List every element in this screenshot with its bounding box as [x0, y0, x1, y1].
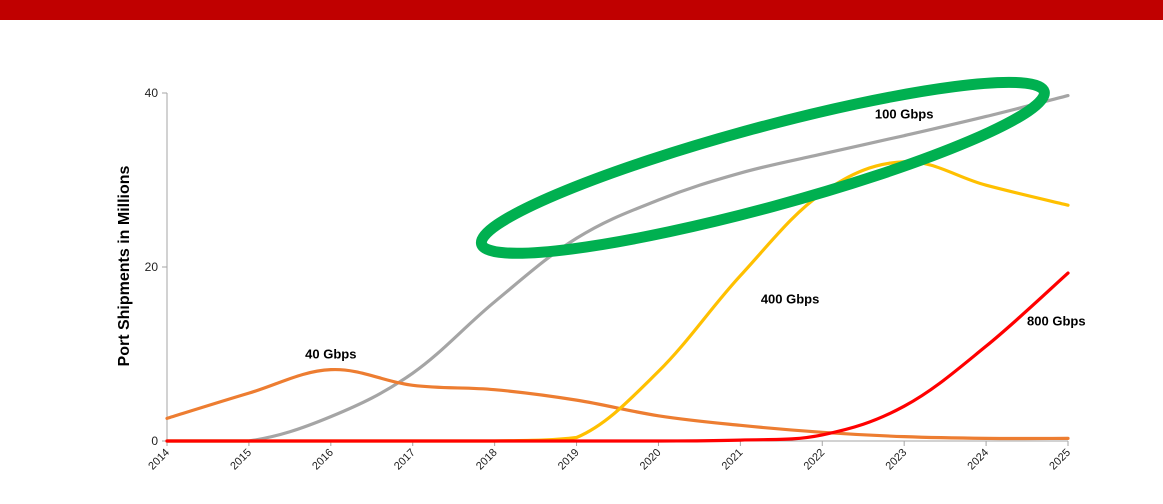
- x-tick-label: 2025: [1047, 447, 1073, 473]
- x-tick-label: 2019: [556, 447, 582, 473]
- x-tick-label: 2024: [965, 447, 991, 473]
- y-tick-label: 40: [145, 86, 159, 100]
- series-line-100-gbps: [165, 94, 1070, 443]
- series-line-400-gbps: [165, 160, 1070, 443]
- y-tick-label: 20: [145, 260, 159, 274]
- series-labels: 40 Gbps 100 Gbps 400 Gbps 800 Gbps: [305, 107, 1085, 362]
- axes: 0 20 40 2014 2015 2016 2017 2018 2019 2020 2021 202…: [145, 86, 1073, 472]
- x-tick-label: 2022: [802, 447, 828, 473]
- series-label-800-gbps: 800 Gbps: [1027, 314, 1086, 329]
- annotation-layer: [475, 76, 1050, 259]
- x-tick-label: 2020: [638, 447, 664, 473]
- y-axis-label: Port Shipments in Millions: [116, 165, 133, 366]
- series-layer: [165, 94, 1070, 443]
- x-tick-label: 2014: [146, 447, 172, 473]
- x-tick-label: 2015: [228, 447, 254, 473]
- x-tick-label: 2021: [720, 447, 746, 473]
- series-line-800-gbps: [165, 271, 1070, 443]
- x-tick-label: 2017: [392, 447, 418, 473]
- series-label-40-gbps: 40 Gbps: [305, 347, 356, 362]
- x-tick-label: 2023: [884, 447, 910, 473]
- x-tick-label: 2016: [310, 447, 336, 473]
- y-tick-label: 0: [151, 434, 158, 448]
- series-line-40-gbps: [165, 368, 1070, 441]
- top-banner: [0, 0, 1163, 20]
- x-tick-label: 2018: [474, 447, 500, 473]
- series-label-400-gbps: 400 Gbps: [761, 292, 820, 307]
- highlight-ellipse: [475, 76, 1050, 259]
- series-label-100-gbps: 100 Gbps: [875, 107, 934, 122]
